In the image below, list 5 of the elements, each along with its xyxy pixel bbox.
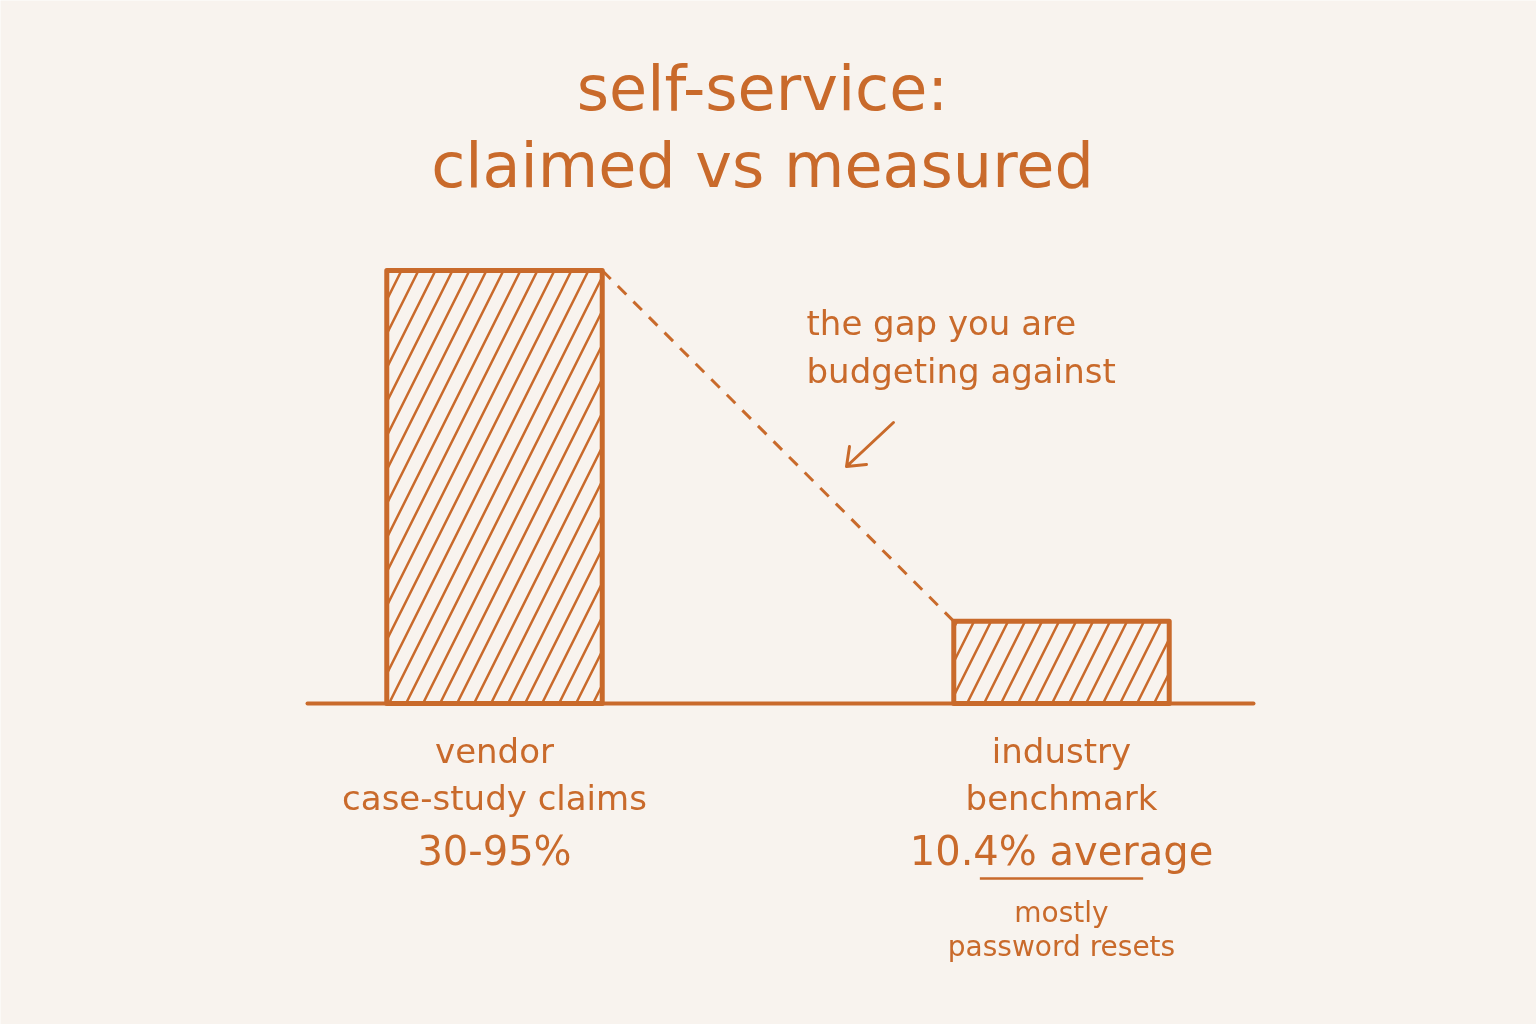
x-tick-label: industry benchmark 10.4% average — [909, 730, 1214, 874]
annotation: the gap you are budgeting against — [806, 302, 1116, 391]
chart-title: self-service: claimed vs measured — [431, 52, 1094, 202]
x-tick-label: vendor case-study claims 30-95% — [342, 730, 647, 874]
text: mostly password resets — [947, 896, 1176, 963]
